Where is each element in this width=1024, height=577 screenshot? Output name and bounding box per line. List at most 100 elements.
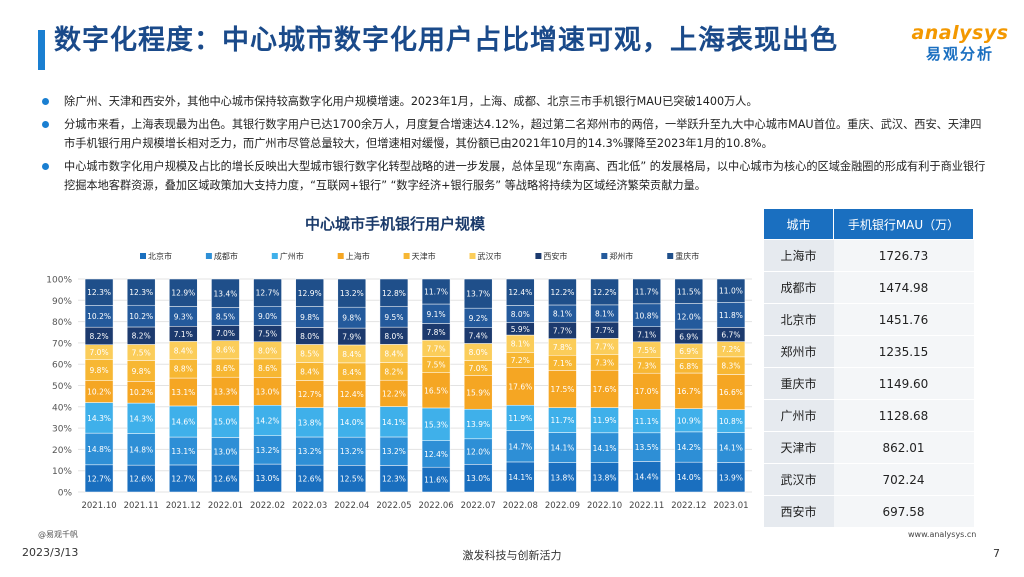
data-label: 14.1% bbox=[719, 444, 743, 453]
page-number: 7 bbox=[993, 547, 1000, 560]
data-label: 13.9% bbox=[719, 473, 743, 482]
data-label: 7.5% bbox=[637, 346, 656, 355]
data-label: 12.2% bbox=[551, 288, 575, 297]
city-cell: 成都市 bbox=[763, 271, 834, 304]
table-row: 郑州市 1235.15 bbox=[763, 335, 974, 368]
stacked-bar-chart: 0% 10% 20% 30% 40% 50% 60% 70% 80% 90% 100% 北京市 成都市 广… bbox=[46, 251, 752, 511]
data-label: 8.4% bbox=[384, 349, 403, 358]
page-title: 数字化程度：中心城市数字化用户占比增速可观，上海表现出色 bbox=[54, 25, 838, 56]
x-tick-label: 2022.09 bbox=[545, 501, 580, 511]
data-label: 13.0% bbox=[256, 474, 280, 483]
data-label: 11.9% bbox=[593, 416, 617, 425]
data-label: 12.5% bbox=[340, 475, 364, 484]
bar-segment bbox=[211, 376, 240, 406]
bar-segment bbox=[211, 464, 240, 493]
x-tick-label: 2022.12 bbox=[671, 501, 706, 511]
data-label: 14.1% bbox=[382, 418, 406, 427]
bar-segment bbox=[421, 440, 451, 468]
y-tick-label: 60% bbox=[52, 361, 72, 371]
legend-swatch bbox=[667, 253, 674, 259]
data-label: 9.5% bbox=[384, 313, 403, 322]
data-label: 8.6% bbox=[216, 346, 235, 355]
data-label: 7.9% bbox=[342, 333, 361, 342]
bar-segment bbox=[169, 278, 198, 307]
data-label: 14.6% bbox=[171, 417, 195, 426]
data-label: 7.8% bbox=[553, 343, 572, 352]
data-label: 10.2% bbox=[129, 388, 153, 397]
bar-segment bbox=[506, 430, 535, 463]
data-label: 7.2% bbox=[721, 345, 740, 354]
chart-container: 中心城市手机银行用户规模 0% 10% 20% 30% 40% 50% 60% 70% 80% 9… bbox=[30, 210, 760, 530]
mau-cell: 1451.76 bbox=[833, 303, 974, 336]
data-label: 14.3% bbox=[129, 414, 153, 423]
data-label: 14.7% bbox=[508, 442, 532, 451]
bar-segment bbox=[716, 374, 746, 410]
data-label: 7.0% bbox=[90, 348, 109, 357]
table-row: 广州市 1128.68 bbox=[763, 399, 974, 432]
table-row: 上海市 1726.73 bbox=[763, 239, 974, 272]
data-label: 11.5% bbox=[677, 287, 701, 296]
bar-segment bbox=[463, 278, 493, 309]
data-label: 8.0% bbox=[469, 348, 488, 357]
data-label: 9.8% bbox=[90, 366, 109, 375]
data-label: 13.4% bbox=[214, 289, 238, 298]
data-label: 13.5% bbox=[635, 443, 659, 452]
data-label: 14.2% bbox=[256, 416, 280, 425]
data-label: 7.7% bbox=[553, 326, 572, 335]
mau-table: 城市 手机银行MAU（万） 上海市 1726.73 成都市 1474.98 北京市 1… bbox=[763, 208, 974, 528]
bar-segment bbox=[253, 278, 282, 307]
y-tick-label: 30% bbox=[52, 425, 72, 435]
bar-segment bbox=[590, 278, 619, 306]
bar-segment bbox=[84, 432, 114, 466]
bar-segment bbox=[337, 407, 367, 438]
city-cell: 北京市 bbox=[763, 303, 834, 336]
y-tick-label: 10% bbox=[52, 467, 72, 477]
bar-segment bbox=[253, 463, 282, 493]
data-label: 7.3% bbox=[595, 358, 614, 367]
data-label: 13.0% bbox=[466, 474, 490, 483]
data-label: 12.3% bbox=[87, 288, 111, 297]
data-label: 8.5% bbox=[216, 313, 235, 322]
y-tick-label: 80% bbox=[52, 318, 72, 328]
bar-segment bbox=[211, 278, 240, 308]
city-cell: 广州市 bbox=[763, 399, 834, 432]
data-label: 12.2% bbox=[593, 288, 617, 297]
data-label: 17.6% bbox=[508, 382, 532, 391]
data-label: 7.5% bbox=[132, 348, 151, 357]
bar-segment bbox=[211, 405, 240, 438]
header-mau: 手机银行MAU（万） bbox=[833, 208, 974, 240]
bar-segment bbox=[506, 278, 535, 306]
data-label: 9.8% bbox=[132, 367, 151, 376]
legend-label: 重庆市 bbox=[675, 251, 699, 261]
data-label: 9.8% bbox=[342, 314, 361, 323]
website-link[interactable]: www.analysys.cn bbox=[908, 530, 977, 539]
bar-segment bbox=[632, 461, 661, 493]
bar-segment bbox=[463, 408, 493, 440]
bar-segment bbox=[84, 278, 114, 306]
data-label: 12.7% bbox=[171, 474, 195, 483]
y-tick-label: 0% bbox=[58, 489, 73, 499]
data-label: 9.8% bbox=[300, 313, 319, 322]
data-label: 8.2% bbox=[384, 367, 403, 376]
mau-cell: 1474.98 bbox=[833, 271, 974, 304]
data-label: 9.1% bbox=[427, 310, 446, 319]
logo-chinese: 易观分析 bbox=[925, 45, 994, 63]
data-label: 14.4% bbox=[635, 473, 659, 482]
bar-segment bbox=[632, 278, 661, 305]
bar-segment bbox=[548, 370, 577, 408]
data-label: 7.2% bbox=[511, 356, 530, 365]
table-row: 天津市 862.01 bbox=[763, 431, 974, 464]
data-label: 12.9% bbox=[298, 289, 322, 298]
data-label: 8.6% bbox=[258, 364, 277, 373]
mau-cell: 1128.68 bbox=[833, 399, 974, 432]
bar-segment bbox=[716, 278, 746, 303]
x-tick-label: 2022.08 bbox=[503, 501, 538, 511]
legend-swatch bbox=[403, 253, 410, 259]
data-label: 11.8% bbox=[719, 311, 743, 320]
bar-segment bbox=[463, 438, 493, 465]
legend-swatch bbox=[140, 253, 146, 259]
data-label: 13.2% bbox=[340, 447, 364, 456]
data-label: 13.2% bbox=[340, 289, 364, 298]
bar-segment bbox=[169, 405, 198, 438]
data-label: 10.2% bbox=[87, 312, 111, 321]
